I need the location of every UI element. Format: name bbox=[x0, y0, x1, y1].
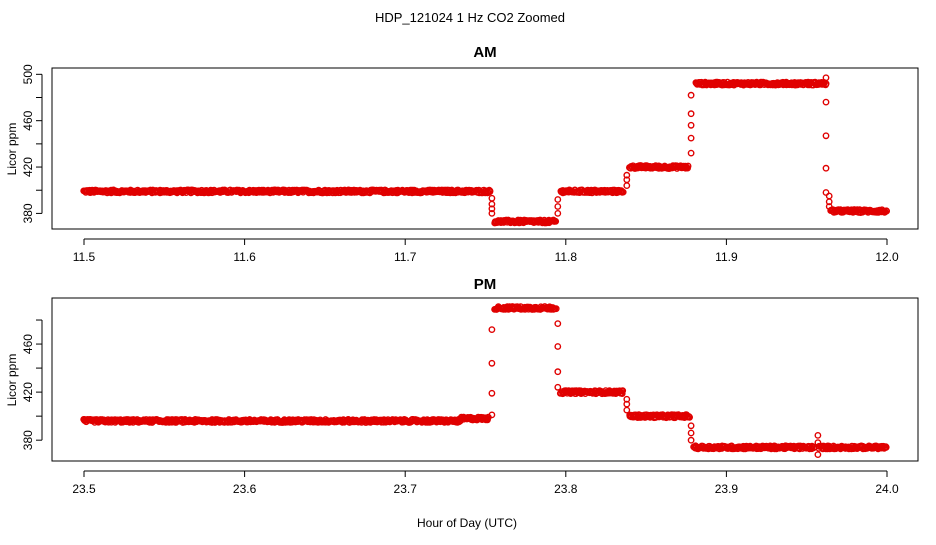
am-panel: AM 11.5 11.6 11.7 11.8 11.9 12.0 380 420 460 500… bbox=[5, 44, 919, 264]
data-point bbox=[486, 188, 494, 196]
data-point bbox=[814, 431, 822, 439]
data-point bbox=[552, 217, 560, 225]
am-panel-title: AM bbox=[473, 44, 496, 61]
data-point bbox=[825, 203, 833, 210]
data-point bbox=[687, 436, 695, 444]
data-point bbox=[687, 110, 695, 118]
data-point bbox=[488, 209, 496, 217]
x-tick-label: 12.0 bbox=[875, 250, 899, 264]
data-point bbox=[488, 389, 496, 397]
x-tick-label: 11.5 bbox=[73, 250, 96, 264]
data-point bbox=[488, 411, 496, 419]
am-x-axis: 11.5 11.6 11.7 11.8 11.9 12.0 bbox=[73, 238, 899, 264]
data-point bbox=[488, 359, 496, 367]
pm-plot-frame bbox=[51, 297, 919, 462]
y-tick-label: 500 bbox=[21, 64, 35, 84]
data-point bbox=[552, 305, 560, 313]
data-point bbox=[882, 443, 890, 451]
x-tick-label: 23.8 bbox=[554, 482, 578, 496]
x-tick-label: 11.9 bbox=[715, 250, 738, 264]
data-point bbox=[619, 188, 627, 196]
data-point bbox=[687, 134, 695, 142]
pm-y-axis: 380 420 460 bbox=[21, 319, 43, 450]
data-point bbox=[623, 406, 631, 414]
data-point bbox=[554, 383, 562, 391]
data-point bbox=[554, 203, 562, 210]
am-plot-frame bbox=[51, 67, 919, 230]
data-point bbox=[822, 74, 830, 82]
pm-x-axis: 23.5 23.6 23.7 23.8 23.9 24.0 bbox=[72, 470, 899, 496]
x-tick-label: 11.6 bbox=[233, 250, 256, 264]
x-tick-label: 23.6 bbox=[233, 482, 257, 496]
data-point bbox=[822, 98, 830, 106]
x-tick-label: 23.5 bbox=[72, 482, 96, 496]
x-tick-label: 24.0 bbox=[875, 482, 899, 496]
data-point bbox=[687, 121, 695, 129]
data-point bbox=[623, 182, 631, 190]
data-point bbox=[822, 81, 829, 89]
y-tick-label: 460 bbox=[21, 110, 35, 130]
data-point bbox=[488, 326, 496, 333]
pm-panel: PM 23.5 23.6 23.7 23.8 23.9 24.0 380 420 460 Li… bbox=[5, 276, 919, 496]
am-data-points bbox=[80, 74, 890, 227]
x-tick-label: 23.7 bbox=[394, 482, 418, 496]
data-point bbox=[554, 320, 562, 327]
data-point bbox=[623, 176, 631, 184]
data-point bbox=[618, 390, 626, 397]
data-point bbox=[488, 194, 496, 202]
data-point bbox=[554, 209, 562, 217]
data-point bbox=[822, 164, 830, 172]
data-point bbox=[825, 192, 833, 200]
y-tick-label: 380 bbox=[21, 203, 35, 223]
data-point bbox=[684, 162, 692, 170]
y-tick-label: 420 bbox=[21, 157, 35, 177]
pm-panel-title: PM bbox=[474, 276, 497, 293]
data-point bbox=[883, 207, 890, 215]
data-point bbox=[554, 368, 562, 376]
data-point bbox=[619, 387, 627, 394]
y-tick-label: 380 bbox=[21, 430, 35, 450]
data-point bbox=[686, 413, 693, 421]
data-point bbox=[554, 196, 562, 203]
am-y-axis-label: Licor ppm bbox=[5, 123, 19, 176]
figure-title: HDP_121024 1 Hz CO2 Zoomed bbox=[375, 10, 565, 25]
data-point bbox=[825, 198, 833, 206]
data-point bbox=[687, 422, 695, 430]
am-y-axis: 380 420 460 500 bbox=[21, 64, 43, 223]
pm-y-axis-label: Licor ppm bbox=[5, 354, 19, 407]
data-point bbox=[687, 149, 695, 157]
x-axis-label: Hour of Day (UTC) bbox=[417, 516, 517, 530]
x-tick-label: 11.7 bbox=[394, 250, 417, 264]
y-tick-label: 420 bbox=[21, 382, 35, 402]
x-tick-label: 11.8 bbox=[555, 250, 578, 264]
data-point bbox=[687, 429, 695, 437]
data-point bbox=[488, 205, 496, 213]
data-point bbox=[554, 343, 562, 350]
y-tick-label: 460 bbox=[21, 334, 35, 354]
pm-data-points bbox=[80, 303, 890, 458]
data-point bbox=[822, 132, 830, 140]
data-point bbox=[623, 171, 631, 179]
data-point bbox=[687, 91, 695, 99]
data-point bbox=[814, 451, 822, 458]
x-tick-label: 23.9 bbox=[715, 482, 739, 496]
data-point bbox=[814, 439, 822, 446]
data-point bbox=[623, 395, 631, 403]
